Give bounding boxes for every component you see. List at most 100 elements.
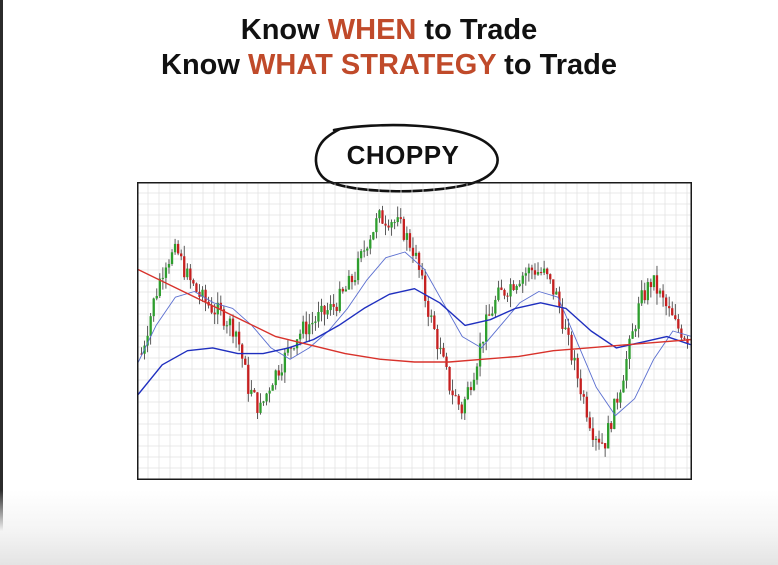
candle-bull [234,331,238,337]
candle-bull [494,299,497,314]
headline-2-prefix: Know [161,49,249,81]
candle-bull [228,318,232,326]
candle-bull [390,222,393,228]
candle-bull [372,232,375,240]
candle-bull [317,312,320,322]
candle-bull [292,348,296,350]
candle-bear [469,387,473,391]
candle-bear [457,395,460,405]
candle-bear [649,282,653,288]
candlestick-chart [137,182,692,480]
candle-bull [542,268,546,273]
candle-bear [204,289,207,302]
candle-bull [311,322,314,325]
candle-bull [463,399,466,414]
candle-bull [173,243,177,253]
candle-bull [634,328,637,332]
candle-bear [588,417,592,429]
candle-bull [286,347,290,353]
candle-bull [302,321,305,334]
candle-bull [186,268,189,278]
candle-bull [536,272,540,275]
candle-bear [427,300,430,317]
candle-bull [298,333,302,340]
candle-bull [259,402,262,413]
candle-bull [271,385,274,391]
candle-bear [247,364,250,394]
candle-bear [582,394,585,397]
candle-bull [280,372,283,376]
candle-bear [530,267,534,271]
candle-bear [253,389,256,393]
candle-bear [384,223,387,226]
candle-bull [274,370,277,386]
candle-bear [454,395,457,397]
candle-bull [573,357,576,361]
candle-bull [475,366,479,380]
candle-bear [655,275,659,294]
candle-bear [244,358,247,365]
candle-bull [268,390,271,394]
candle-bear [408,233,412,248]
candle-bear [616,398,619,403]
candle-bear [585,396,588,418]
candle-bull [622,380,625,393]
candle-bear [643,290,646,301]
candle-bear [210,305,213,313]
candle-bear [256,392,259,413]
candle-bear [674,315,677,320]
candle-bull [152,298,155,317]
candle-bull [607,423,610,449]
chart-grid [137,182,692,480]
candle-bear [195,283,198,292]
candle-bear [677,319,680,329]
candle-bull [439,347,442,350]
candle-bull [347,275,351,290]
candle-bear [323,305,326,315]
candle-bear [305,321,308,335]
candle-bull [555,291,558,295]
candle-bull [338,288,341,311]
candle-bull [375,218,378,233]
candle-bear [183,256,186,278]
candle-bear [664,297,668,307]
candle-bear [549,274,552,280]
candle-bear [192,280,195,284]
headline-line-1: Know WHEN to Trade [0,12,778,48]
candle-bull [414,252,418,256]
candle-bear [417,252,421,270]
candle-bull [356,258,360,281]
candle-bear [176,243,180,254]
candle-bear [500,287,503,290]
candle-bear [411,247,415,256]
candle-bull [430,315,433,317]
candle-bull [326,310,329,315]
candle-bull [491,313,494,316]
candle-bear [436,328,439,350]
candle-bull [652,275,656,288]
candle-bear [448,366,451,391]
candle-bear [189,268,192,281]
candle-bear [576,357,579,379]
candle-bull [405,233,409,240]
candle-bull [466,387,470,400]
candle-bear [213,312,216,315]
candle-bear [683,337,686,339]
candle-bull [344,289,348,292]
candle-bear [241,344,244,359]
candle-bear [219,302,222,310]
candle-bull [314,321,317,323]
candle-bull [625,358,628,381]
headline-1-prefix: Know [240,14,328,46]
candle-bull [497,287,500,300]
candle-bull [521,275,524,284]
candle-bear [600,442,604,444]
candle-bull [637,303,640,329]
bottom-fade [0,490,778,565]
candle-bull [527,267,531,274]
candle-bull [201,289,204,297]
candle-bull [646,282,649,301]
headline-2-highlight: WHAT STRATEGY [248,49,497,81]
ma-line-slow [137,268,692,363]
candle-bull [564,327,567,329]
